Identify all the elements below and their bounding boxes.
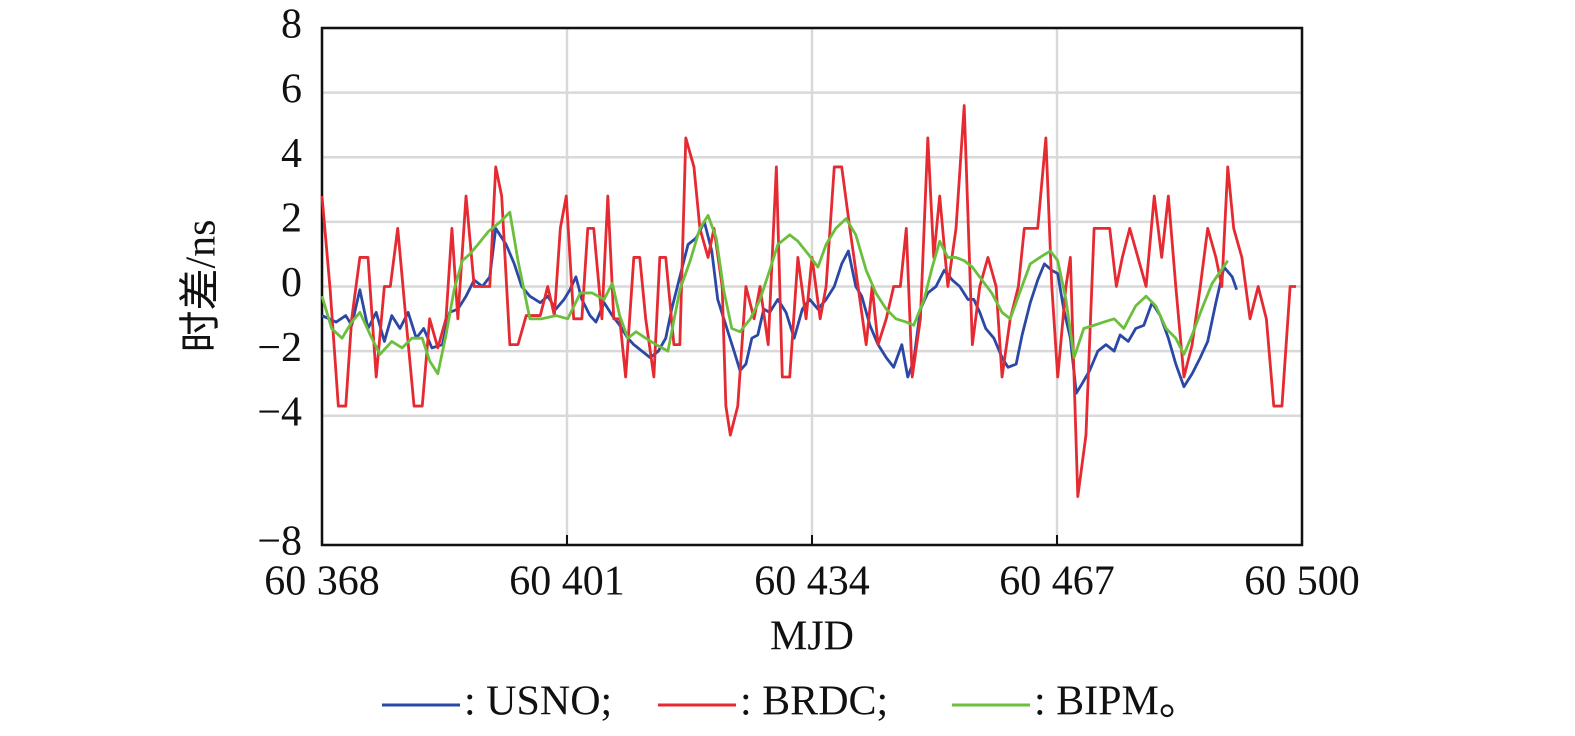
legend-label: : BRDC;	[740, 679, 888, 725]
y-tick-label: 4	[281, 131, 302, 177]
y-tick-label: −4	[257, 389, 302, 435]
y-tick-label: −2	[257, 325, 302, 371]
x-tick-label: 60 500	[1244, 559, 1360, 605]
y-tick-label: −8	[257, 519, 302, 565]
legend-label: : USNO;	[464, 679, 612, 725]
y-tick-label: 0	[281, 260, 302, 306]
y-tick-label: 2	[281, 196, 302, 242]
y-axis-label: 时差/ns	[179, 219, 225, 352]
x-tick-label: 60 368	[264, 559, 380, 605]
y-tick-label: 8	[281, 2, 302, 48]
x-tick-label: 60 467	[999, 559, 1115, 605]
series-line	[320, 210, 1229, 376]
x-tick-label: 60 401	[509, 559, 625, 605]
x-tick-label: 60 434	[754, 559, 870, 605]
plot-frame	[320, 26, 1304, 547]
y-tick-label: 6	[281, 66, 302, 112]
legend-label: : BIPM。	[1034, 679, 1201, 725]
x-axis-label: MJD	[770, 614, 854, 660]
